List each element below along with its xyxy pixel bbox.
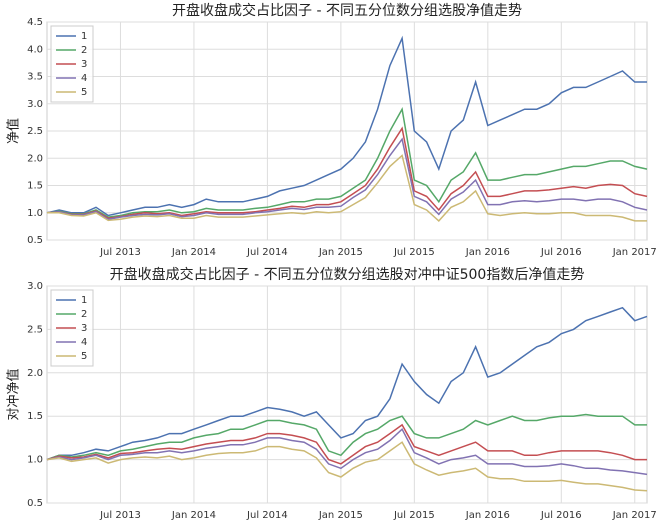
y-tick-label: 3.5 xyxy=(27,72,43,83)
legend-label: 3 xyxy=(81,59,87,70)
series-line xyxy=(46,423,647,465)
series-line xyxy=(46,106,648,218)
x-tick-label: Jul 2016 xyxy=(540,247,582,258)
legend-label: 4 xyxy=(81,337,87,348)
y-tick-label: 4.5 xyxy=(27,17,43,28)
legend-label: 4 xyxy=(81,73,87,84)
y-tick-label: 0.5 xyxy=(27,498,43,509)
series-line xyxy=(46,413,647,461)
legend-label: 1 xyxy=(81,295,87,306)
legend-label: 2 xyxy=(81,309,87,320)
y-tick-label: 2.0 xyxy=(27,368,43,379)
plot-area xyxy=(46,285,648,504)
y-tick-label: 3.0 xyxy=(27,99,43,110)
series-line xyxy=(46,126,648,219)
y-tick-label: 2.0 xyxy=(27,153,43,164)
x-tick-label: Jul 2016 xyxy=(540,510,582,521)
y-tick-label: 1.5 xyxy=(27,181,43,192)
y-tick-label: 2.5 xyxy=(27,324,43,335)
y-tick-label: 0.5 xyxy=(27,235,43,246)
x-tick-label: Jan 2016 xyxy=(465,247,510,258)
x-tick-label: Jul 2014 xyxy=(246,247,288,258)
legend-label: 1 xyxy=(81,31,87,42)
x-tick-label: Jan 2014 xyxy=(171,510,216,521)
y-tick-label: 1.0 xyxy=(27,208,43,219)
y-axis-label: 净值 xyxy=(6,118,22,144)
series-line xyxy=(46,427,648,476)
chart-title: 开盘收盘成交占比因子 - 不同五分位数分组选股净值走势 xyxy=(172,2,522,19)
x-tick-label: Jan 2016 xyxy=(465,510,510,521)
x-tick-label: Jan 2017 xyxy=(612,510,657,521)
x-tick-label: Jan 2017 xyxy=(612,247,657,258)
x-tick-label: Jan 2015 xyxy=(318,510,363,521)
y-axis-label: 对冲净值 xyxy=(6,368,22,420)
x-tick-label: Jul 2013 xyxy=(99,510,141,521)
legend-label: 5 xyxy=(81,87,87,98)
legend-label: 3 xyxy=(81,323,87,334)
series-line xyxy=(46,441,648,492)
series-line xyxy=(46,35,647,217)
x-tick-label: Jan 2014 xyxy=(171,247,216,258)
y-tick-label: 1.0 xyxy=(27,455,43,466)
y-tick-label: 3.0 xyxy=(27,281,43,292)
chart-title: 开盘收盘成交占比因子 - 不同五分位数分组选股对冲中证500指数后净值走势 xyxy=(110,266,585,283)
y-tick-label: 1.5 xyxy=(27,411,43,422)
series-line xyxy=(46,306,648,461)
x-tick-label: Jul 2015 xyxy=(393,510,435,521)
y-tick-label: 4.0 xyxy=(27,44,43,55)
x-tick-label: Jul 2014 xyxy=(246,510,288,521)
x-tick-label: Jul 2015 xyxy=(393,247,435,258)
series-line xyxy=(46,137,648,221)
series-line xyxy=(47,154,647,222)
y-tick-label: 2.5 xyxy=(27,126,43,137)
legend-label: 2 xyxy=(81,45,87,56)
x-tick-label: Jul 2013 xyxy=(99,247,141,258)
x-tick-label: Jan 2015 xyxy=(318,247,363,258)
legend-label: 5 xyxy=(81,351,87,362)
